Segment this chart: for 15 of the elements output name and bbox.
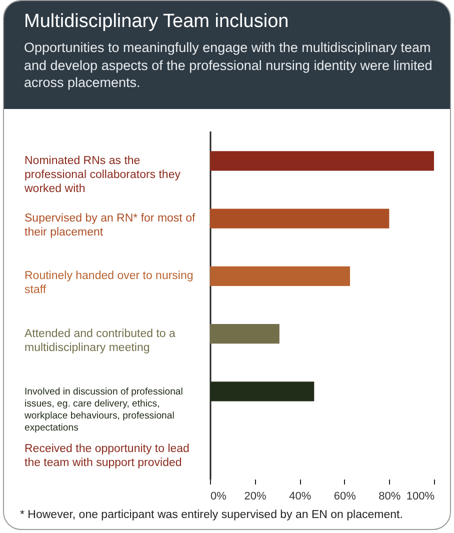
chart-subtitle: Opportunities to meaningfully engage with the multidisciplinary team and develop aspects of the professional nursing identity were limited across placements. <box>24 39 434 92</box>
y-tick-label: Attended and contributed to a multidisciplinary meeting <box>24 328 176 354</box>
x-tick-label: 40% <box>289 490 312 502</box>
y-tick-label: Received the opportunity to lead the team with support provided <box>24 443 190 470</box>
x-tick-label: 20% <box>244 490 267 502</box>
y-tick-label: Involved in discussion of professional issues, eg. care delivery, ethics, workplace behaviours, professional expectations <box>24 386 183 434</box>
chart-title: Multidisciplinary Team inclusion <box>24 11 290 33</box>
y-tick-label: Routinely handed over to nursing staff <box>24 270 194 296</box>
x-tick-label: 60% <box>334 490 356 502</box>
y-tick-label: Nominated RNs as the professional collaborators they worked with <box>24 154 181 195</box>
x-tick-label: 80% <box>378 490 401 502</box>
x-tick-label: 0% <box>210 490 227 502</box>
x-tick-label: 100% <box>406 490 435 502</box>
text: * However, one participant was entirely supervised by an EN on placement. <box>20 509 403 521</box>
y-tick-label: Supervised by an RN* for most of their placement <box>24 212 196 239</box>
